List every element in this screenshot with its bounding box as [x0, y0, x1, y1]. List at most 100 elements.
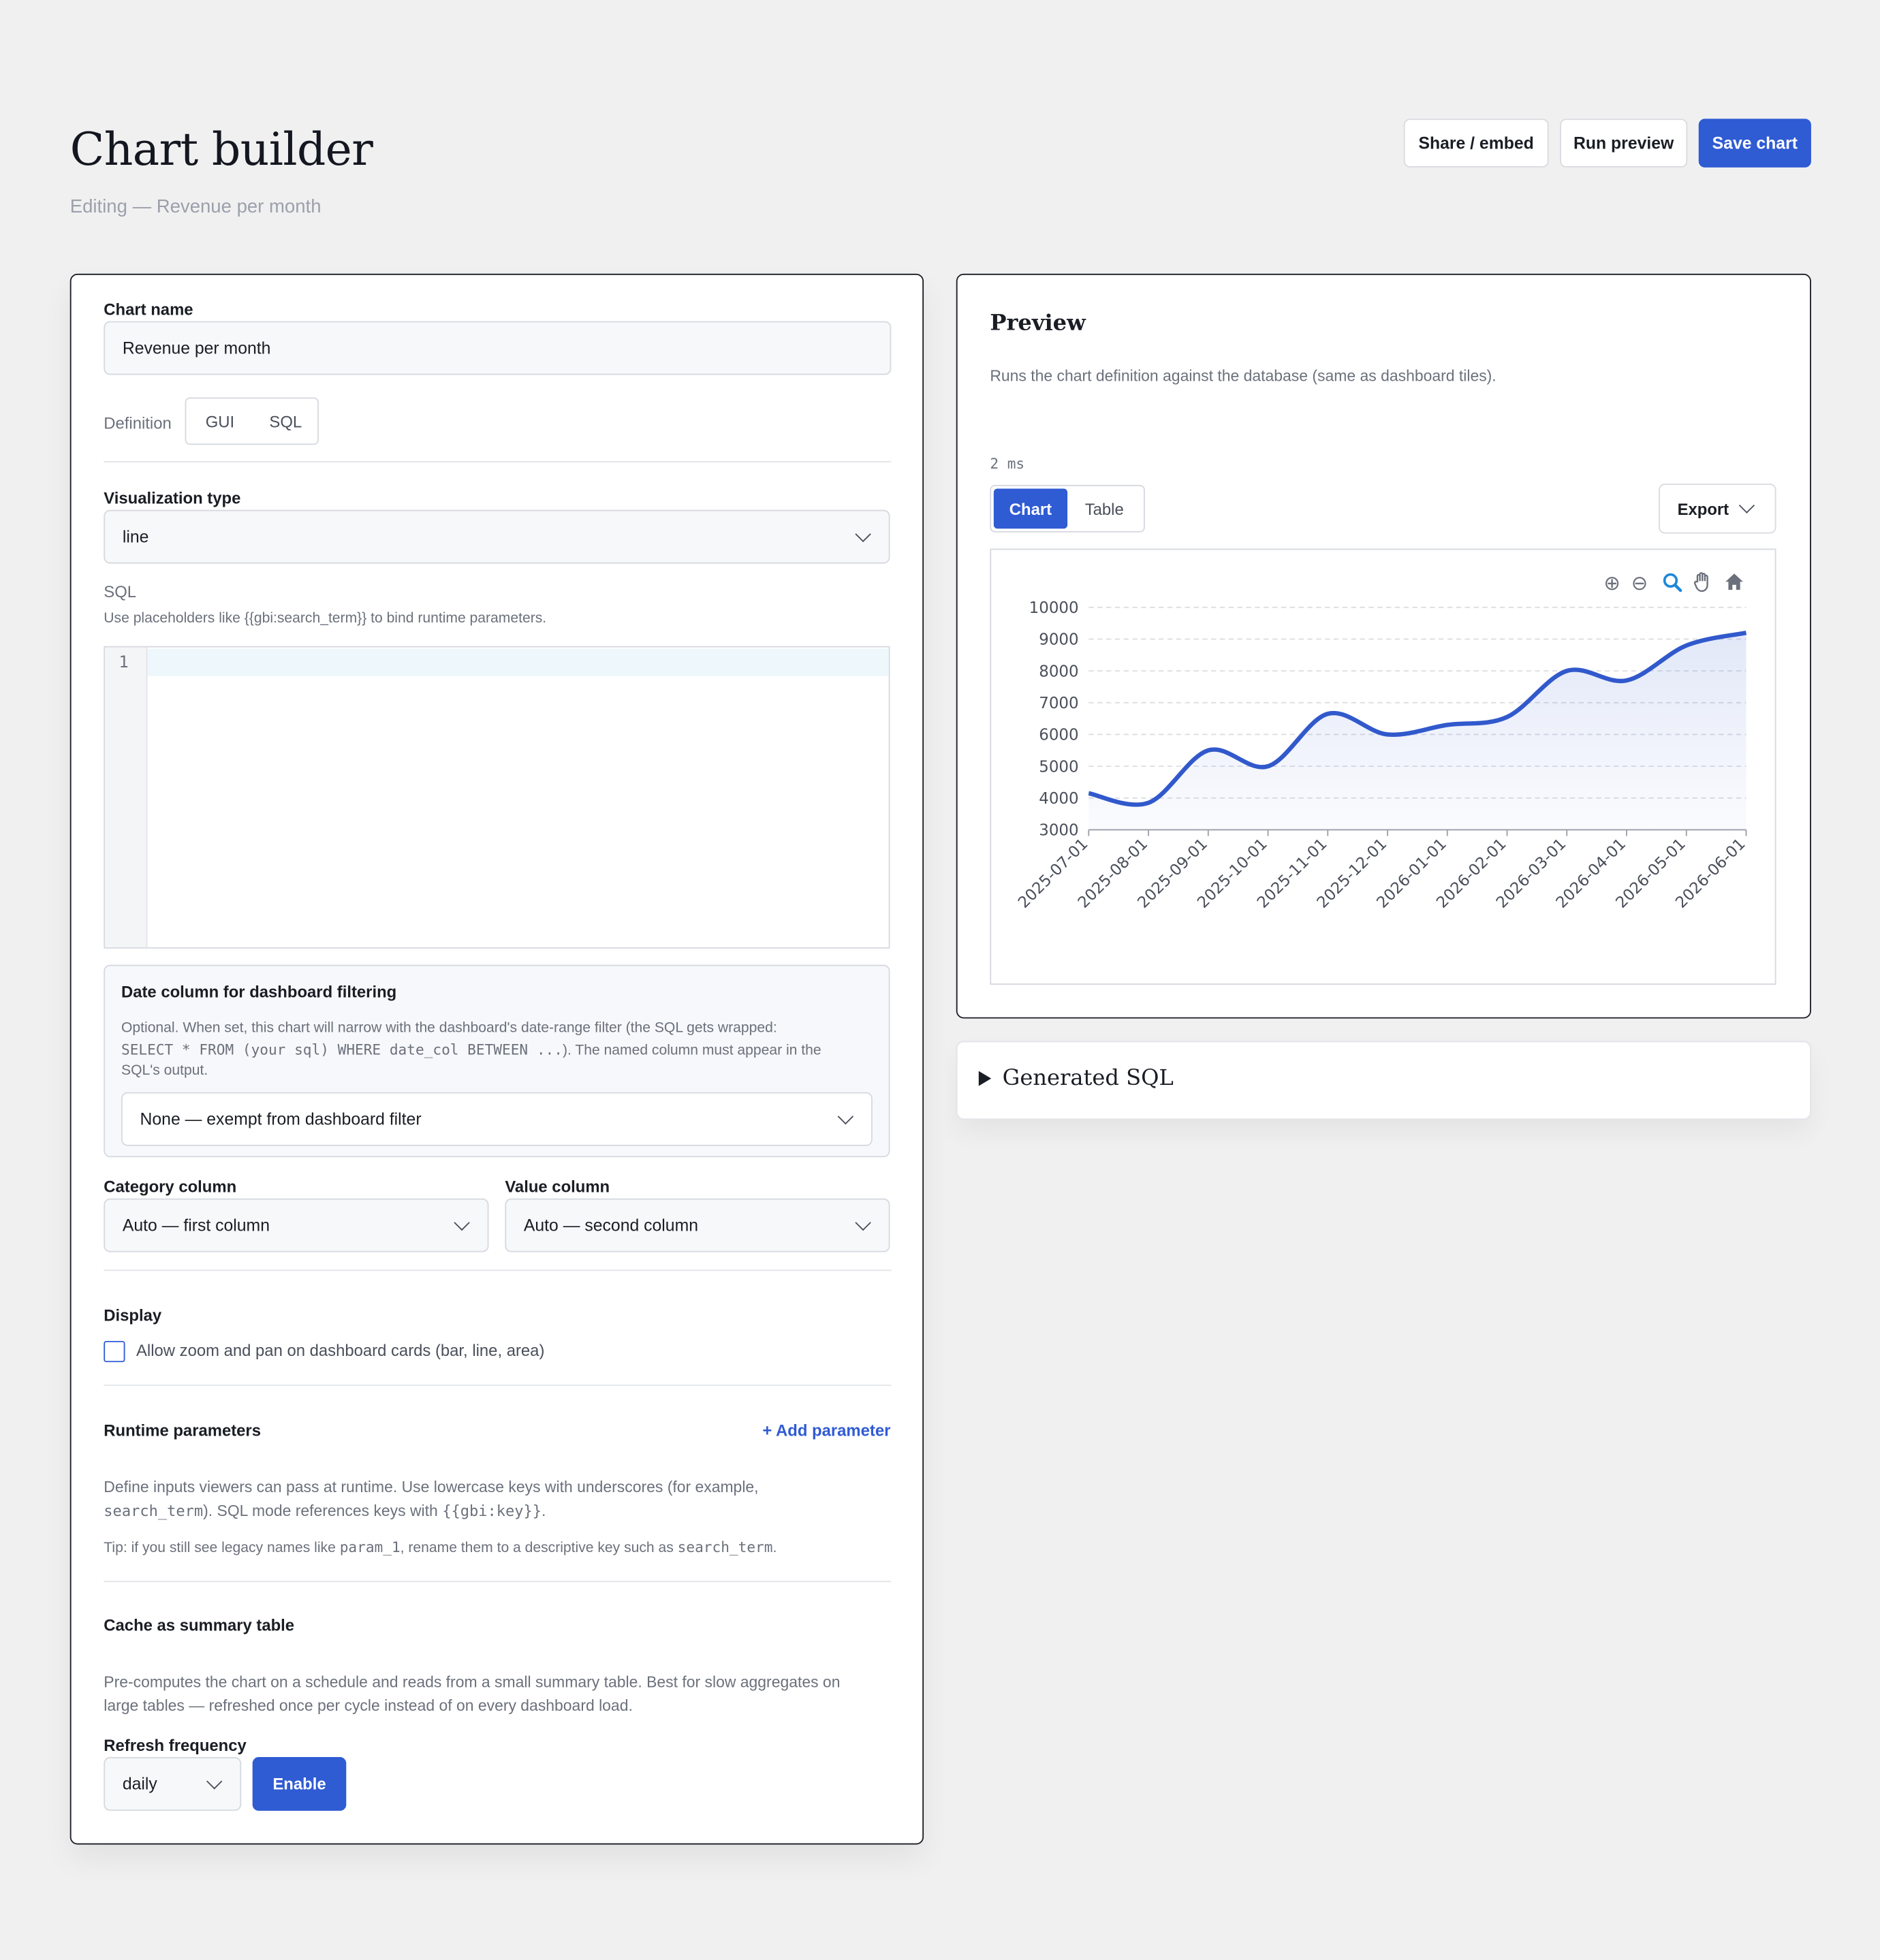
page-title: Chart builder	[69, 125, 373, 176]
tab-chart[interactable]: Chart	[993, 488, 1068, 529]
chevron-down-icon	[855, 526, 871, 543]
definition-sql-option[interactable]: SQL	[269, 411, 302, 431]
category-column-value: Auto — first column	[122, 1216, 270, 1235]
home-reset-icon[interactable]	[1723, 571, 1744, 592]
category-column-select[interactable]: Auto — first column	[104, 1198, 489, 1252]
date-column-desc-text-2: ). The named column must appear in the	[562, 1043, 821, 1058]
runtime-desc-code-2: {{gbi:key}}	[442, 1501, 542, 1519]
editor-gutter: 1	[105, 647, 148, 947]
y-tick-label: 4000	[1039, 790, 1078, 808]
date-column-title: Date column for dashboard filtering	[121, 982, 397, 1001]
tip-text-3: .	[772, 1540, 777, 1556]
pan-hand-icon[interactable]	[1693, 571, 1714, 592]
preview-panel: Preview Runs the chart definition agains…	[956, 273, 1811, 1019]
value-column-select[interactable]: Auto — second column	[505, 1198, 890, 1252]
date-column-desc-code: SELECT * FROM (your sql) WHERE date_col …	[121, 1040, 563, 1058]
runtime-desc-text: Define inputs viewers can pass at runtim…	[104, 1478, 759, 1496]
date-column-value: None — exempt from dashboard filter	[140, 1109, 422, 1129]
sql-editor[interactable]: 1	[104, 646, 890, 949]
y-tick-label: 9000	[1039, 631, 1078, 649]
date-column-desc-text-3: SQL's output.	[121, 1063, 208, 1079]
date-column-select[interactable]: None — exempt from dashboard filter	[121, 1092, 873, 1146]
zoom-out-icon[interactable]: ⊖	[1631, 573, 1648, 595]
chart-name-input[interactable]: Revenue per month	[104, 321, 892, 375]
chart-frame: ⊕ ⊖ 3000 4000 5000 6000 7000 8000 9000 10000 202…	[990, 548, 1776, 985]
chart-definition-panel: Chart name Revenue per month Definition …	[69, 273, 924, 1845]
share-embed-button[interactable]: Share / embed	[1403, 118, 1549, 168]
add-parameter-link[interactable]: + Add parameter	[762, 1421, 891, 1440]
preview-timing: 2 ms	[990, 454, 1025, 473]
cache-description: Pre-computes the chart on a schedule and…	[104, 1671, 891, 1717]
runtime-parameters-title: Runtime parameters	[104, 1421, 261, 1440]
zoom-pan-checkbox[interactable]	[104, 1340, 125, 1363]
zoom-pan-label[interactable]: Allow zoom and pan on dashboard cards (b…	[136, 1340, 545, 1360]
preview-description: Runs the chart definition against the da…	[990, 367, 1497, 385]
export-button[interactable]: Export	[1659, 484, 1776, 534]
definition-gui-option[interactable]: GUI	[205, 411, 235, 431]
chevron-down-icon	[206, 1773, 223, 1790]
export-label: Export	[1677, 499, 1729, 518]
enable-cache-button[interactable]: Enable	[252, 1757, 347, 1811]
line-number: 1	[119, 653, 129, 673]
chevron-down-icon	[855, 1214, 871, 1231]
chart-name-label: Chart name	[104, 300, 193, 319]
runtime-desc-code-1: search_term	[104, 1501, 204, 1519]
y-tick-label: 3000	[1039, 822, 1078, 840]
runtime-tip: Tip: if you still see legacy names like …	[104, 1538, 777, 1556]
tip-text-2: , rename them to a descriptive key such …	[400, 1540, 674, 1556]
y-tick-label: 8000	[1039, 663, 1078, 680]
divider	[104, 1385, 892, 1387]
save-chart-button[interactable]: Save chart	[1698, 118, 1811, 168]
divider	[104, 1581, 892, 1583]
run-preview-button[interactable]: Run preview	[1560, 118, 1688, 168]
zoom-in-icon[interactable]: ⊕	[1603, 573, 1620, 595]
preview-tabs: Chart Table	[990, 484, 1145, 533]
cache-desc-text-2: large tables — refreshed once per cycle …	[104, 1696, 633, 1714]
tip-text: Tip: if you still see legacy names like	[104, 1540, 336, 1556]
cache-desc-text: Pre-computes the chart on a schedule and…	[104, 1673, 841, 1691]
runtime-desc-text-2: ). SQL mode references keys with	[203, 1501, 438, 1519]
runtime-parameters-description: Define inputs viewers can pass at runtim…	[104, 1476, 879, 1522]
tip-code-1: param_1	[339, 1538, 401, 1556]
generated-sql-details[interactable]: Generated SQL	[956, 1041, 1811, 1120]
divider	[104, 461, 892, 462]
refresh-frequency-label: Refresh frequency	[104, 1735, 247, 1755]
editor-active-line	[147, 648, 889, 676]
generated-sql-summary: Generated SQL	[1002, 1066, 1174, 1091]
sql-label: SQL	[104, 582, 137, 601]
refresh-frequency-select[interactable]: daily	[104, 1757, 242, 1811]
preview-title: Preview	[990, 311, 1086, 336]
value-column-value: Auto — second column	[523, 1216, 698, 1235]
y-tick-label: 10000	[1029, 599, 1079, 617]
series-line	[1088, 630, 1747, 807]
runtime-desc-text-3: .	[542, 1501, 546, 1519]
definition-toggle: GUI SQL	[185, 397, 319, 445]
viz-type-value: line	[122, 527, 149, 546]
revenue-line-chart: 3000400050006000700080009000100002025-07…	[1015, 599, 1749, 912]
y-tick-label: 5000	[1039, 758, 1078, 776]
chevron-down-icon	[837, 1108, 854, 1125]
display-label: Display	[104, 1306, 162, 1325]
refresh-frequency-value: daily	[122, 1774, 157, 1794]
disclosure-triangle-icon	[978, 1071, 992, 1086]
tab-table[interactable]: Table	[1084, 499, 1124, 518]
date-column-description: Optional. When set, this chart will narr…	[121, 1019, 871, 1082]
viz-type-select[interactable]: line	[104, 509, 890, 564]
category-column-label: Category column	[104, 1177, 237, 1197]
date-column-box: Date column for dashboard filtering Opti…	[104, 964, 890, 1158]
tip-code-2: search_term	[677, 1538, 773, 1556]
chevron-down-icon	[454, 1214, 470, 1231]
divider	[104, 1269, 892, 1271]
date-column-desc-text: Optional. When set, this chart will narr…	[121, 1021, 777, 1037]
y-tick-label: 6000	[1039, 727, 1078, 744]
sql-hint: Use placeholders like {{gbi:search_term}…	[104, 611, 547, 627]
zoom-select-icon[interactable]	[1663, 572, 1682, 592]
page-subtitle: Editing — Revenue per month	[69, 196, 322, 218]
value-column-label: Value column	[505, 1177, 610, 1197]
cache-title: Cache as summary table	[104, 1615, 295, 1635]
definition-label: Definition	[104, 413, 172, 432]
viz-type-label: Visualization type	[104, 488, 241, 508]
chevron-down-icon	[1738, 497, 1755, 513]
series-area	[1088, 633, 1746, 830]
